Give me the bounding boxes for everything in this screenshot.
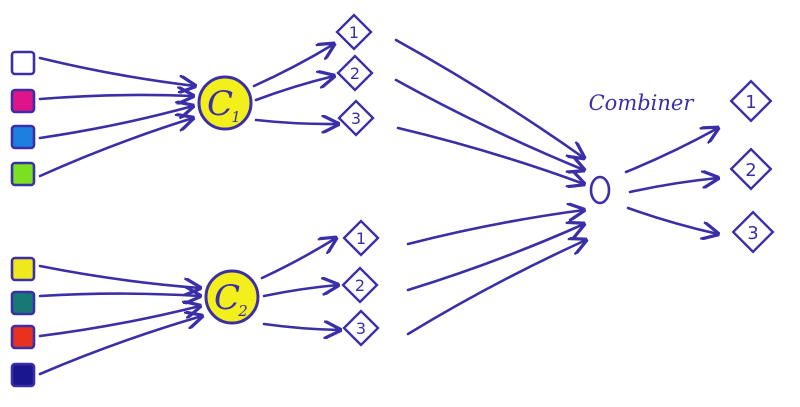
arrow [262, 324, 340, 330]
arrow [38, 95, 193, 99]
svg-text:3: 3 [747, 223, 758, 244]
input-square-g2-4 [10, 362, 36, 388]
arrow [254, 120, 338, 124]
input-square-g2-2 [10, 290, 36, 316]
arrow [406, 224, 584, 292]
arrow [406, 210, 584, 246]
classifier-c1-main: C [207, 84, 233, 124]
svg-text:2: 2 [745, 160, 756, 181]
output-diamond-c2-2: 2 [341, 266, 379, 304]
combiner-output-diamond-3: 3 [731, 210, 775, 254]
arrow [396, 126, 584, 184]
combiner-output-diamond-1: 1 [729, 79, 773, 123]
classifier-c2: C 2 [204, 269, 260, 325]
arrow [38, 306, 200, 338]
arrow [260, 238, 336, 280]
output-diamond-c2-3: 3 [342, 309, 380, 347]
svg-text:1: 1 [745, 92, 756, 113]
arrow [38, 56, 195, 86]
arrow [38, 294, 200, 296]
arrow [38, 316, 202, 376]
svg-text:2: 2 [350, 64, 360, 83]
arrow [38, 118, 193, 178]
classifier-c1: C 1 [197, 75, 253, 131]
arrow [252, 44, 334, 88]
arrow [394, 78, 584, 170]
output-diamond-c1-3: 3 [337, 99, 375, 137]
arrow [38, 264, 200, 288]
combiner-label: Combiner [589, 91, 696, 115]
svg-text:2: 2 [355, 276, 365, 295]
arrow [394, 38, 584, 158]
classifier-c1-sub: 1 [231, 108, 241, 126]
arrow [628, 178, 718, 194]
input-square-g2-3 [10, 324, 36, 350]
arrow [406, 240, 586, 336]
combiner-output-diamond-2: 2 [729, 147, 773, 191]
arrow [624, 128, 718, 174]
input-square-g2-1 [10, 256, 36, 282]
output-diamond-c2-1: 1 [342, 219, 380, 257]
combiner-node [589, 175, 611, 205]
arrow [626, 206, 718, 234]
arrow [254, 76, 334, 102]
arrow [38, 106, 193, 140]
input-square-g1-4 [10, 161, 36, 187]
input-square-g1-3 [10, 124, 36, 150]
classifier-c2-main: C [214, 278, 240, 318]
arrow [262, 285, 338, 298]
output-diamond-c1-1: 1 [335, 13, 373, 51]
arrows-layer [38, 38, 718, 376]
input-square-g1-1 [10, 50, 36, 76]
classifier-c2-sub: 2 [237, 302, 248, 320]
svg-text:1: 1 [349, 23, 359, 42]
svg-text:3: 3 [351, 109, 361, 128]
svg-text:3: 3 [356, 319, 366, 338]
input-square-g1-2 [10, 88, 36, 114]
output-diamond-c1-2: 2 [336, 54, 374, 92]
svg-text:1: 1 [356, 229, 366, 248]
